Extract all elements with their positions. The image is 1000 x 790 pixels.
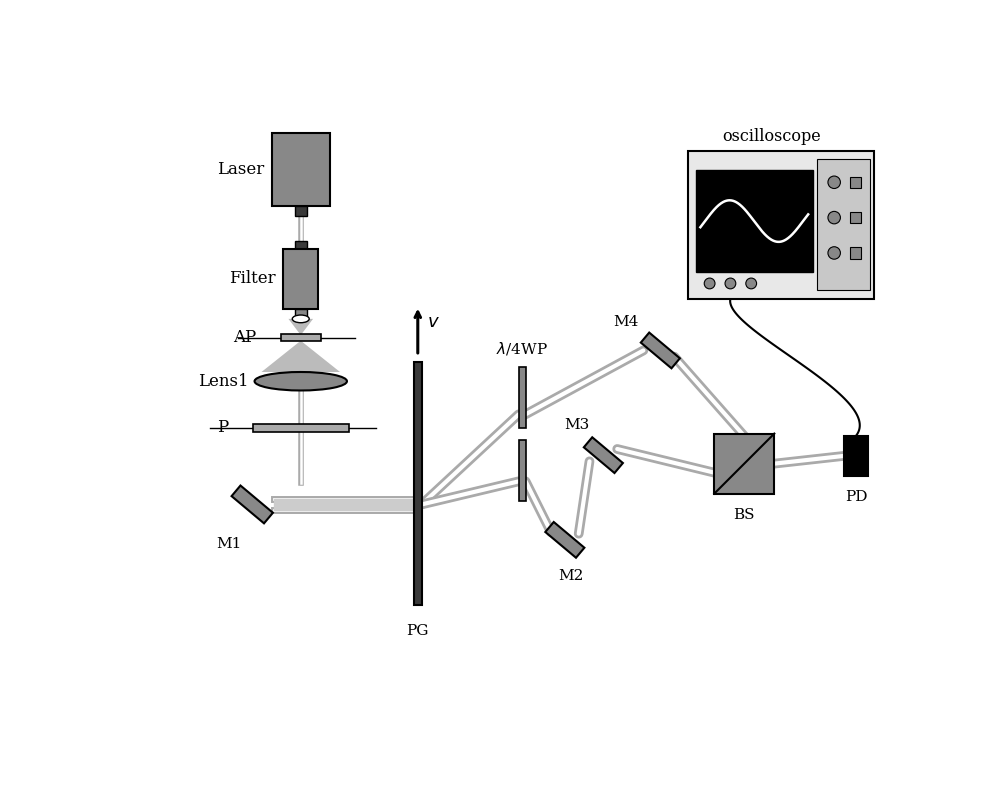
Text: M1: M1 xyxy=(216,536,242,551)
Ellipse shape xyxy=(828,246,840,259)
Bar xyxy=(844,436,868,476)
Bar xyxy=(519,440,526,502)
Bar xyxy=(850,177,861,188)
Text: PG: PG xyxy=(407,624,429,638)
Polygon shape xyxy=(232,486,273,523)
Text: Lens1: Lens1 xyxy=(198,373,248,389)
Bar xyxy=(295,241,307,249)
Text: oscilloscope: oscilloscope xyxy=(723,128,821,145)
Polygon shape xyxy=(584,438,623,473)
Bar xyxy=(850,247,861,258)
Bar xyxy=(295,309,307,319)
Ellipse shape xyxy=(704,278,715,289)
Text: Filter: Filter xyxy=(229,270,276,288)
Bar xyxy=(414,362,422,604)
Text: $\lambda$/4WP: $\lambda$/4WP xyxy=(496,340,548,357)
Bar xyxy=(281,334,321,341)
Text: M4: M4 xyxy=(613,315,638,329)
Bar xyxy=(272,134,330,206)
Text: AP: AP xyxy=(233,329,256,346)
Bar xyxy=(817,159,870,290)
Bar xyxy=(850,212,861,223)
Bar xyxy=(519,367,526,428)
Text: P: P xyxy=(217,419,228,436)
Ellipse shape xyxy=(828,176,840,189)
Polygon shape xyxy=(641,333,680,368)
Polygon shape xyxy=(545,522,584,558)
Ellipse shape xyxy=(725,278,736,289)
Bar xyxy=(688,151,874,299)
Text: Laser: Laser xyxy=(217,161,264,179)
Bar xyxy=(283,249,318,309)
Ellipse shape xyxy=(746,278,757,289)
Polygon shape xyxy=(288,319,313,334)
Bar xyxy=(295,206,307,216)
Text: M3: M3 xyxy=(564,418,589,432)
Ellipse shape xyxy=(255,372,347,390)
Ellipse shape xyxy=(292,315,309,323)
Bar xyxy=(714,434,774,494)
Text: $v$: $v$ xyxy=(427,313,440,330)
Ellipse shape xyxy=(828,212,840,224)
Polygon shape xyxy=(261,341,340,372)
Bar xyxy=(696,171,813,272)
Text: BS: BS xyxy=(734,507,755,521)
Bar xyxy=(253,423,349,432)
Text: PD: PD xyxy=(845,490,867,504)
Text: M2: M2 xyxy=(558,569,584,583)
